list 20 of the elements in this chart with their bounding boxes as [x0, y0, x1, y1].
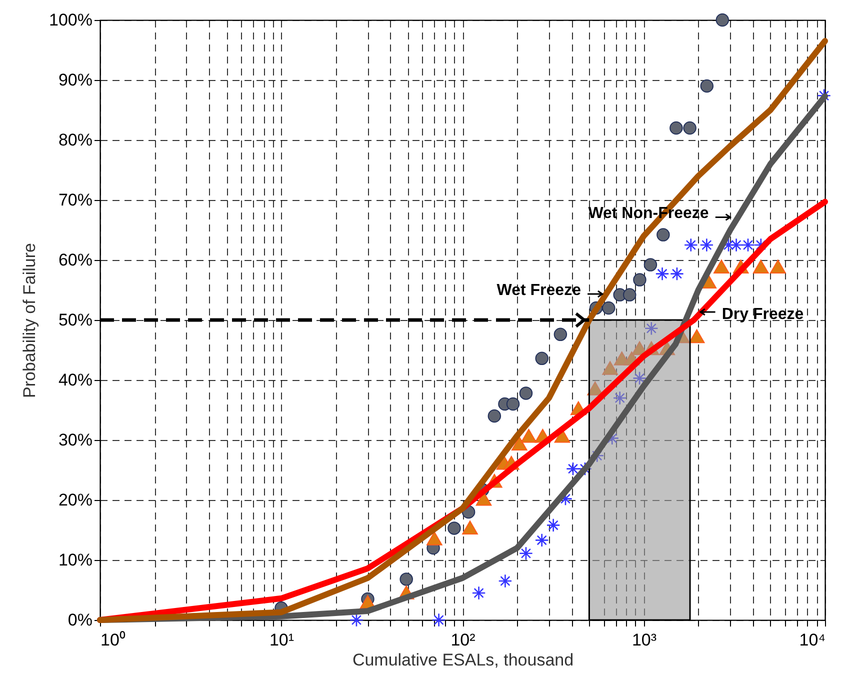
y-tick-label: 20%	[58, 490, 92, 510]
annotation: Dry Freeze	[722, 306, 804, 323]
y-tick-label: 90%	[58, 70, 92, 90]
y-tick-label: 40%	[58, 370, 92, 390]
y-tick-label: 70%	[58, 190, 92, 210]
y-tick-label: 50%	[58, 310, 92, 330]
x-tick-label: 10⁰	[100, 630, 126, 650]
y-tick-label: 80%	[58, 130, 92, 150]
x-tick-label: 10²	[450, 630, 476, 650]
y-tick-label: 30%	[58, 430, 92, 450]
annotation: Wet Freeze	[496, 282, 582, 299]
x-tick-label: 10¹	[269, 630, 294, 650]
y-tick-label: 0%	[68, 610, 92, 630]
y-axis-title: Probability of Failure	[20, 243, 40, 398]
x-tick-label: 10⁴	[799, 630, 826, 650]
y-tick-label: 60%	[58, 250, 92, 270]
x-axis-title: Cumulative ESALs, thousand	[352, 650, 574, 670]
y-tick-label: 10%	[58, 550, 92, 570]
y-tick-label: 100%	[49, 10, 92, 30]
x-tick-label: 10³	[632, 630, 657, 650]
